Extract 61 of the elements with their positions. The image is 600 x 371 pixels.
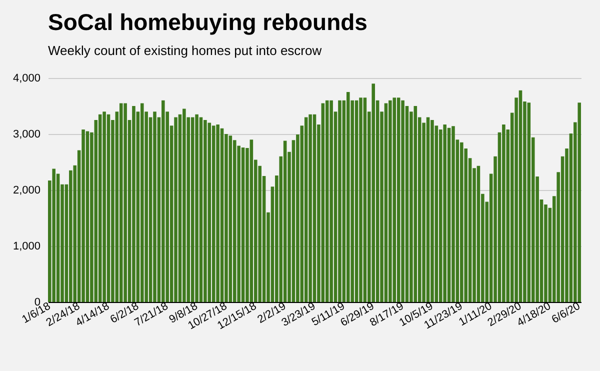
bar [208, 122, 212, 302]
bar [443, 124, 446, 302]
bar [430, 120, 434, 302]
bar [82, 130, 85, 302]
bar [447, 128, 451, 302]
bar [174, 117, 178, 302]
bar [132, 106, 136, 302]
bar [384, 103, 388, 302]
bar [388, 100, 392, 302]
chart-subtitle: Weekly count of existing homes put into escrow [48, 43, 322, 58]
y-tick-label: 2,000 [12, 184, 40, 196]
bar [308, 114, 312, 302]
bar [195, 114, 198, 302]
bar [119, 103, 123, 302]
bar [426, 117, 430, 302]
bar [414, 106, 418, 302]
bar [86, 131, 90, 302]
bar [283, 140, 287, 302]
bar [502, 124, 506, 302]
bar [354, 100, 358, 302]
bar [102, 112, 106, 302]
bar [321, 103, 325, 302]
bar [372, 84, 375, 302]
bar [199, 117, 203, 302]
bar [460, 142, 464, 302]
bar [304, 117, 308, 302]
bar [396, 98, 400, 302]
bar [250, 140, 254, 302]
bar [190, 117, 194, 302]
bar [228, 136, 232, 302]
bar [363, 98, 367, 302]
bar [527, 102, 531, 302]
bar [476, 166, 480, 302]
bar [212, 126, 216, 302]
bar [346, 92, 350, 302]
bar [106, 114, 110, 302]
bar [452, 126, 455, 302]
bar [578, 102, 581, 302]
bar [241, 147, 245, 302]
bar [140, 103, 144, 302]
bar [204, 120, 207, 302]
bar [220, 128, 224, 302]
y-tick-label: 4,000 [12, 72, 40, 84]
bar [359, 98, 362, 302]
bar [216, 124, 220, 302]
bar [153, 112, 156, 302]
bar [325, 100, 329, 302]
bar [162, 100, 165, 302]
bar [338, 100, 342, 302]
bar [312, 114, 316, 302]
y-tick-label: 1,000 [12, 240, 40, 252]
chart-title: SoCal homebuying rebounds [48, 9, 368, 35]
bar [401, 100, 404, 302]
bar [98, 114, 102, 302]
bar [392, 98, 396, 302]
bar [330, 100, 333, 302]
y-tick-label: 3,000 [12, 128, 40, 140]
bar [182, 108, 186, 302]
bar [52, 168, 56, 302]
bar [518, 90, 522, 302]
bar [124, 103, 127, 302]
